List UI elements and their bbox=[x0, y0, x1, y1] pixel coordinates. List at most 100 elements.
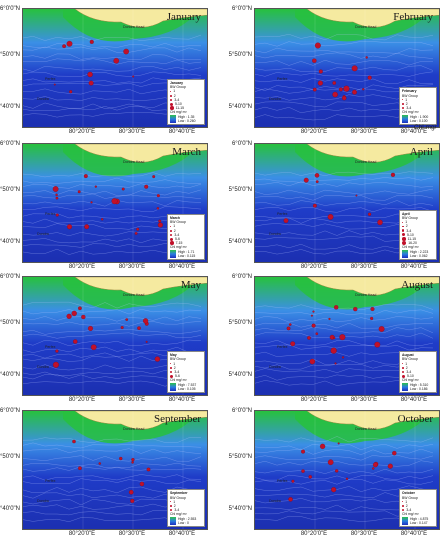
legend-class-label: 1 bbox=[173, 224, 176, 229]
sighting-point bbox=[338, 87, 343, 92]
legend-class: 1 bbox=[170, 224, 202, 228]
bathymetry-contour bbox=[255, 177, 434, 183]
legend-title: March bbox=[170, 215, 180, 220]
lat-label: 5°50'0"N bbox=[228, 52, 252, 58]
legend-class: 2 bbox=[170, 229, 202, 233]
bathymetry-contour bbox=[23, 455, 202, 462]
lat-label: 6°0'0"N bbox=[231, 274, 252, 280]
legend-dot-icon bbox=[170, 237, 173, 241]
bathymetry-contour bbox=[23, 308, 202, 315]
bathymetry-contour bbox=[23, 183, 202, 189]
sighting-point bbox=[335, 469, 339, 473]
sighting-point bbox=[98, 462, 101, 465]
legend-dot-icon bbox=[170, 366, 172, 369]
sighting-point bbox=[370, 316, 374, 320]
legend-dot-icon bbox=[402, 505, 404, 507]
bathymetry-contour bbox=[23, 332, 202, 339]
sighting-point bbox=[66, 313, 72, 319]
sighting-point bbox=[378, 326, 385, 332]
map-october bbox=[255, 411, 439, 529]
lat-label: 6°0'0"N bbox=[231, 408, 252, 414]
bathymetry-contour bbox=[255, 71, 434, 77]
place-label-town: Dondra Head bbox=[123, 25, 145, 29]
place-label-town: Dondra Head bbox=[123, 160, 145, 164]
sighting-point bbox=[94, 185, 97, 188]
bathymetry-contour bbox=[23, 200, 202, 207]
sighting-point bbox=[90, 201, 93, 204]
chl-colorbar bbox=[170, 114, 176, 123]
lon-label: 80°20'0"E bbox=[300, 129, 328, 135]
legend-subtitle: BW Group bbox=[170, 495, 186, 500]
map-february bbox=[255, 9, 439, 127]
place-label-canyon2: Dondra bbox=[37, 365, 49, 369]
legend-dot-icon bbox=[402, 366, 404, 369]
bathymetry-contour bbox=[255, 304, 434, 311]
bathymetry-contour bbox=[255, 309, 434, 316]
land-sri-lanka bbox=[74, 144, 207, 163]
legend-dot-icon bbox=[170, 225, 172, 228]
land-sri-lanka bbox=[306, 9, 439, 28]
bathymetry-contour bbox=[255, 448, 434, 455]
lat-label: 5°40'0"N bbox=[0, 506, 20, 512]
legend-dot-icon bbox=[170, 229, 172, 232]
legend-class-label: 2 bbox=[405, 101, 408, 106]
legend-chl-title: Chl mg/ m³ bbox=[402, 512, 419, 517]
place-label-canyon2: Dondra bbox=[37, 499, 49, 503]
legend-class: 3-4 bbox=[402, 370, 434, 374]
bathymetry-contour bbox=[255, 340, 434, 347]
legend-dot-icon bbox=[402, 107, 405, 110]
legend-class-label: 3-4 bbox=[406, 228, 412, 233]
legend-class: 3-4 bbox=[402, 229, 434, 233]
legend-dot-icon bbox=[170, 233, 173, 237]
sighting-point bbox=[78, 306, 82, 311]
month-title: August bbox=[401, 279, 433, 291]
sighting-point bbox=[55, 349, 59, 353]
legend-class-label: 16-20 bbox=[408, 241, 417, 246]
legend-dot-icon bbox=[170, 363, 172, 365]
bathymetry-contour bbox=[255, 454, 434, 461]
bathymetry-contour bbox=[255, 479, 434, 485]
bathymetry-contour bbox=[255, 47, 434, 54]
legend-dot-icon bbox=[402, 103, 404, 105]
legend-class-label: 5-6 bbox=[175, 374, 180, 379]
legend-class-label: 1 bbox=[405, 361, 408, 366]
sighting-point bbox=[128, 489, 134, 495]
sighting-point bbox=[312, 87, 317, 92]
bathymetry-contour bbox=[255, 444, 434, 451]
chl-high: High : 4.875 bbox=[410, 516, 429, 521]
map-legend: April BW Group 1 2 3-4 5-10 11-15 16-20 Chl mg/ … bbox=[399, 209, 437, 260]
chl-low: Low : 0.100 bbox=[410, 118, 428, 123]
sighting-point bbox=[334, 305, 339, 310]
legend-dot-icon bbox=[402, 509, 405, 512]
sighting-point bbox=[136, 227, 140, 231]
legend-subtitle: BW Group bbox=[170, 85, 186, 90]
lon-label: 80°40'0"E bbox=[168, 129, 196, 135]
legend-class: 1 bbox=[170, 89, 202, 93]
bathymetry-contour bbox=[23, 34, 202, 41]
month-title: March bbox=[172, 146, 201, 158]
chl-colorbar bbox=[402, 249, 408, 258]
sighting-point bbox=[125, 318, 129, 321]
legend-class-label: 3-4 bbox=[174, 97, 180, 102]
legend-class: 5-10 bbox=[170, 102, 202, 106]
legend-class: 16-20 bbox=[402, 241, 434, 246]
sighting-point bbox=[90, 344, 97, 351]
bathymetry-contour bbox=[255, 326, 434, 334]
chl-colorbar bbox=[170, 516, 176, 525]
bathymetry-contour bbox=[23, 66, 202, 72]
lon-label: 80°30'0"E bbox=[350, 264, 378, 270]
legend-dot-icon bbox=[170, 106, 174, 111]
sighting-point bbox=[351, 65, 358, 72]
chl-low: Low : 0.062 bbox=[410, 253, 428, 258]
sighting-point bbox=[130, 498, 135, 503]
sighting-point bbox=[88, 325, 93, 331]
legend-class: 3-4 bbox=[170, 233, 202, 237]
lat-label: 5°40'0"N bbox=[228, 506, 252, 512]
sighting-point bbox=[120, 326, 124, 330]
lon-label: 80°40'0"E bbox=[400, 531, 428, 537]
sighting-point bbox=[67, 224, 73, 230]
legend-class-label: 5-6 bbox=[175, 236, 180, 241]
sighting-point bbox=[301, 449, 306, 454]
legend-class-label: 2 bbox=[405, 224, 408, 229]
legend-class: 1 bbox=[170, 362, 202, 366]
